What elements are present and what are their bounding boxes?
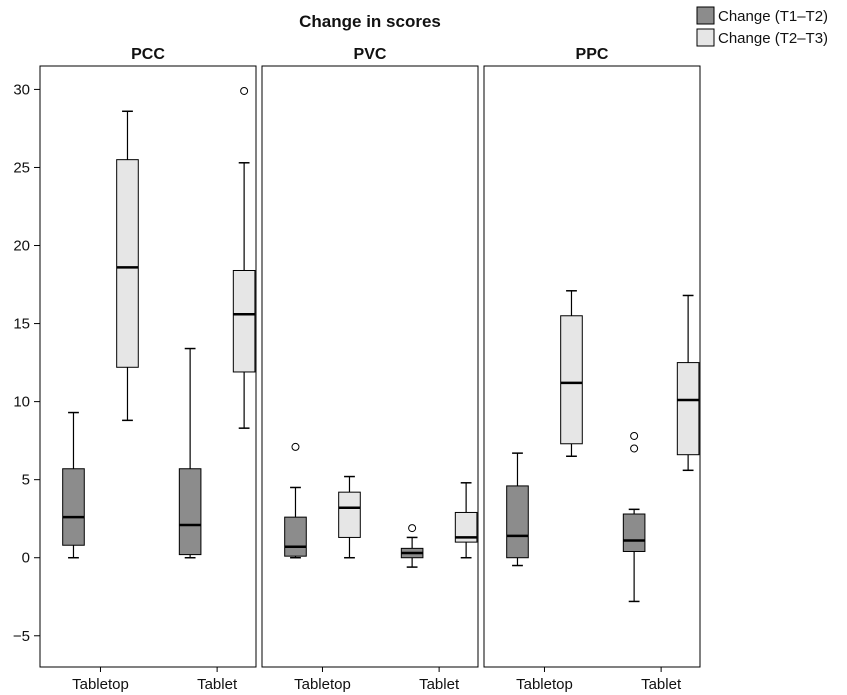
y-tick-label: 25 [13, 159, 30, 176]
panel-title: PPC [576, 46, 609, 63]
box-group [62, 411, 85, 559]
y-axis: −5 0 5 10 15 20 25 30 [13, 81, 40, 645]
chart-title: Change in scores [299, 12, 441, 31]
box-iqr [178, 468, 202, 556]
outlier-point [291, 442, 300, 451]
panel-frame [39, 65, 257, 668]
box-group [506, 452, 529, 567]
x-tick-label: Tabletop [294, 676, 351, 693]
x-tick-label: Tablet [197, 676, 238, 693]
panel-frame [483, 65, 701, 668]
panel-pcc: PCC Tabletop Tablet [39, 46, 257, 693]
box-iqr [116, 159, 139, 368]
box-iqr [62, 468, 85, 546]
y-tick-label: 10 [13, 394, 30, 411]
panel-frame [261, 65, 479, 668]
panels: PCC Tabletop Tablet PVC Tabletop Tablet PPC Tab… [39, 46, 701, 693]
box-group [338, 475, 361, 559]
box-group [178, 347, 202, 559]
legend-swatch-t1-t2 [696, 6, 715, 25]
box-iqr [454, 511, 478, 543]
box-group [284, 442, 307, 559]
panel-ppc: PPC Tabletop Tablet [483, 46, 701, 693]
panel-pvc: PVC Tabletop Tablet [261, 46, 479, 693]
outlier-point [630, 431, 639, 440]
legend-label-t2-t3: Change (T2–T3) [718, 30, 828, 47]
y-tick-label: 5 [22, 472, 30, 489]
x-tick-label: Tabletop [72, 676, 129, 693]
legend: Change (T1–T2) Change (T2–T3) [696, 6, 828, 47]
x-tick-label: Tablet [641, 676, 682, 693]
y-tick-label: 15 [13, 316, 30, 333]
box-iqr [506, 485, 529, 559]
x-tick-label: Tabletop [516, 676, 573, 693]
box-group [622, 431, 646, 603]
box-group [232, 86, 256, 429]
outlier-point [630, 444, 639, 453]
y-tick-label: 20 [13, 238, 30, 255]
box-iqr [676, 362, 700, 456]
box-iqr [232, 269, 256, 373]
box-iqr [284, 516, 307, 557]
x-tick-label: Tablet [419, 676, 460, 693]
box-group [400, 524, 424, 568]
panel-title: PVC [354, 46, 387, 63]
panel-title: PCC [131, 46, 165, 63]
y-tick-label: −5 [13, 628, 30, 645]
outlier-point [240, 86, 249, 95]
box-iqr [622, 513, 646, 552]
box-group [116, 110, 139, 422]
box-group [676, 294, 700, 472]
box-iqr [560, 315, 583, 445]
y-tick-label: 30 [13, 81, 30, 98]
box-group [560, 290, 583, 458]
legend-label-t1-t2: Change (T1–T2) [718, 8, 828, 25]
legend-swatch-t2-t3 [696, 28, 715, 47]
outlier-point [408, 524, 417, 533]
box-group [454, 482, 478, 559]
box-iqr [338, 491, 361, 538]
y-tick-label: 0 [22, 550, 30, 567]
